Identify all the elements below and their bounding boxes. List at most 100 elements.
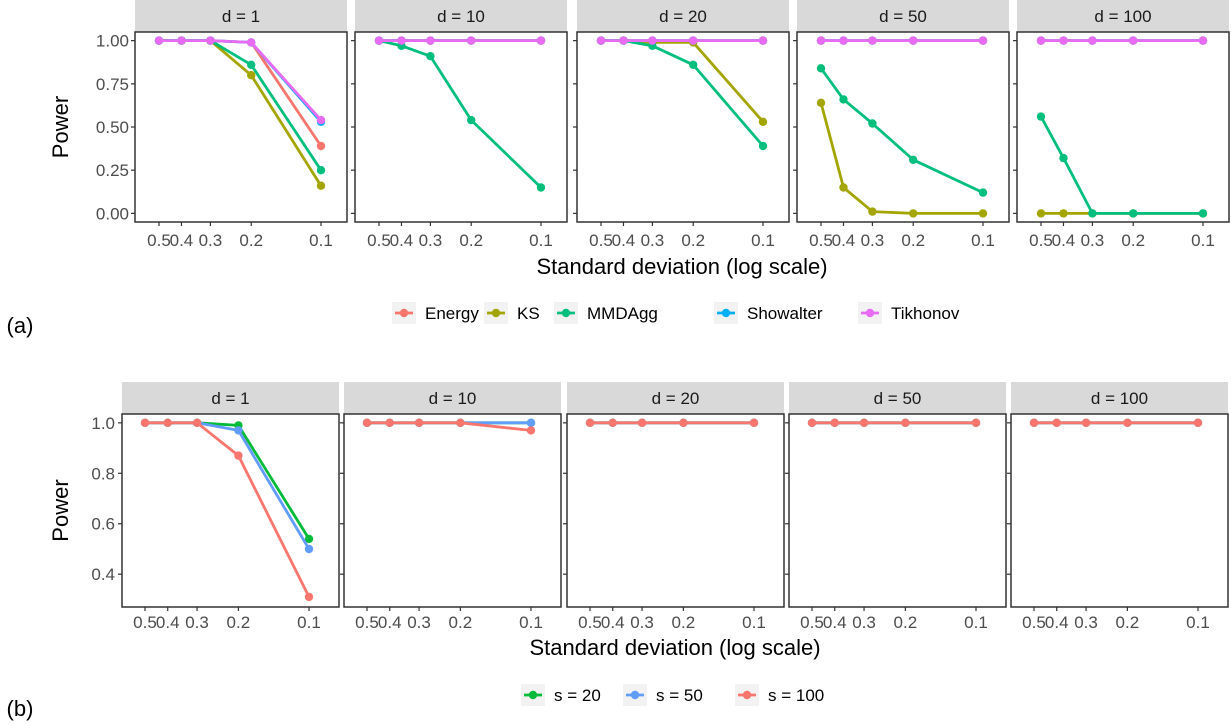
data-point-mmdagg [978, 188, 988, 197]
data-point-s-50 [526, 418, 536, 427]
x-tick-label: 0.3 [407, 613, 431, 632]
facet-1-2: d = 20 0.5 0.4 0.3 0.2 0.1 [563, 382, 785, 632]
data-point-s-100 [192, 418, 202, 427]
data-point-tikhonov [596, 36, 606, 45]
data-point-s-100 [163, 418, 172, 427]
x-tick-label: 0.4 [390, 231, 414, 250]
y-tick-label: 0.6 [91, 515, 115, 534]
legend-key-point [630, 690, 640, 700]
data-point-ks [978, 209, 988, 218]
data-point-tikhonov [177, 36, 186, 45]
legend: s = 20 s = 50 s = 100 [521, 684, 824, 706]
data-point-s-100 [901, 418, 910, 427]
y-tick-label: 0.75 [96, 75, 129, 94]
x-tick-label: 0.2 [459, 231, 483, 250]
data-point-ks [247, 71, 256, 80]
data-point-mmdagg [247, 60, 256, 69]
data-point-tikhonov [1059, 36, 1068, 45]
x-tick-label: 0.1 [297, 613, 321, 632]
data-point-tikhonov [1198, 36, 1208, 45]
data-point-ks [758, 117, 768, 127]
facet-strip [135, 0, 347, 32]
x-tick-label: 0.3 [852, 613, 876, 632]
legend-key-point [721, 308, 731, 318]
data-point-s-100 [971, 418, 981, 427]
x-tick-label: 0.1 [529, 231, 553, 250]
legend-key-point [865, 308, 875, 318]
data-point-mmdagg [1088, 209, 1097, 218]
data-point-tikhonov [758, 36, 768, 45]
data-point-s-100 [1052, 418, 1061, 427]
x-tick-label: 0.4 [612, 231, 636, 250]
facet-strip [1011, 382, 1228, 414]
facet-strip [567, 382, 784, 414]
facet-strip [344, 382, 561, 414]
x-tick-label: 0.1 [519, 613, 543, 632]
facet-0-1: d = 10 0.50.4 0.3 0.2 0.1 [351, 0, 568, 250]
facet-1-3: d = 50 0.5 0.4 0.3 0.2 0.1 [785, 382, 1007, 632]
legend-key-point [742, 690, 752, 700]
data-point-tikhonov [619, 36, 628, 45]
facet-strip [577, 0, 789, 32]
x-tick-label: 0.5 [1022, 613, 1046, 632]
legend: Energy KS MMDAgg Showalter Tikhonov [392, 302, 960, 324]
facet-strip-label: d = 1 [211, 389, 249, 408]
facet-panel [121, 413, 340, 608]
data-point-ks [909, 209, 918, 218]
x-tick-label: 0.3 [419, 231, 443, 250]
facet-0-2: d = 20 0.50.4 0.3 0.2 0.1 [573, 0, 790, 250]
facet-strip-label: d = 10 [429, 389, 477, 408]
data-point-s-100 [585, 418, 595, 427]
y-tick-label: 1.00 [96, 32, 129, 51]
x-tick-label: 0.3 [641, 231, 665, 250]
panel-label: (b) [7, 696, 34, 721]
x-tick-label: 0.1 [1186, 613, 1210, 632]
facet-panel [1016, 31, 1230, 223]
y-tick-label: 0.50 [96, 118, 129, 137]
facet-panel [566, 413, 785, 608]
x-tick-label: 0.1 [971, 231, 995, 250]
data-point-mmdagg [426, 52, 435, 61]
data-point-mmdagg [909, 155, 918, 164]
data-point-ks [839, 183, 848, 192]
facet-strip-label: d = 20 [652, 389, 700, 408]
legend-item-mmdagg: MMDAgg [554, 302, 658, 324]
legend-item-ks: KS [484, 302, 540, 324]
legend-label: MMDAgg [587, 304, 658, 323]
legend-key-point [561, 308, 571, 318]
legend-label: Energy [425, 304, 479, 323]
data-point-mmdagg [536, 183, 546, 192]
x-tick-label: 0.5 [133, 613, 157, 632]
data-point-s-50 [304, 544, 314, 554]
data-point-mmdagg [868, 119, 877, 128]
data-point-s-100 [526, 426, 536, 435]
x-tick-label: 0.1 [309, 231, 333, 250]
facet-1-4: d = 100 0.5 0.4 0.3 0.2 0.1 [1007, 382, 1229, 632]
legend-label: s = 20 [554, 686, 601, 705]
x-tick-label: 0.5 [800, 613, 824, 632]
x-tick-label: 0.2 [681, 231, 705, 250]
x-tick-label: 0.2 [894, 613, 918, 632]
x-tick-label: 0.4 [1052, 231, 1076, 250]
data-point-mmdagg [1036, 112, 1046, 121]
data-point-tikhonov [648, 36, 657, 45]
data-point-tikhonov [397, 36, 406, 45]
legend-item-showalter: Showalter [714, 302, 823, 324]
facet-strip-label: d = 10 [437, 7, 485, 26]
data-point-s-20 [304, 534, 314, 544]
facet-strip-label: d = 1 [222, 7, 260, 26]
data-point-ks [1059, 209, 1068, 218]
x-axis-title: Standard deviation (log scale) [536, 254, 827, 279]
facet-strip-label: d = 50 [874, 389, 922, 408]
x-tick-label: 0.3 [1081, 231, 1105, 250]
x-tick-label: 0.4 [378, 613, 402, 632]
x-tick-label: 0.2 [449, 613, 473, 632]
x-tick-label: 0.2 [672, 613, 696, 632]
data-point-s-100 [637, 418, 647, 427]
legend-item-energy: Energy [392, 302, 479, 324]
x-tick-label: 0.4 [1045, 613, 1069, 632]
x-tick-label: 0.3 [630, 613, 654, 632]
x-tick-label: 0.2 [1121, 231, 1145, 250]
chart-1: d = 10.40.60.81.00.5 0.4 0.3 0.2 0.1d = 100.… [7, 382, 1229, 721]
data-point-s-100 [1081, 418, 1091, 427]
